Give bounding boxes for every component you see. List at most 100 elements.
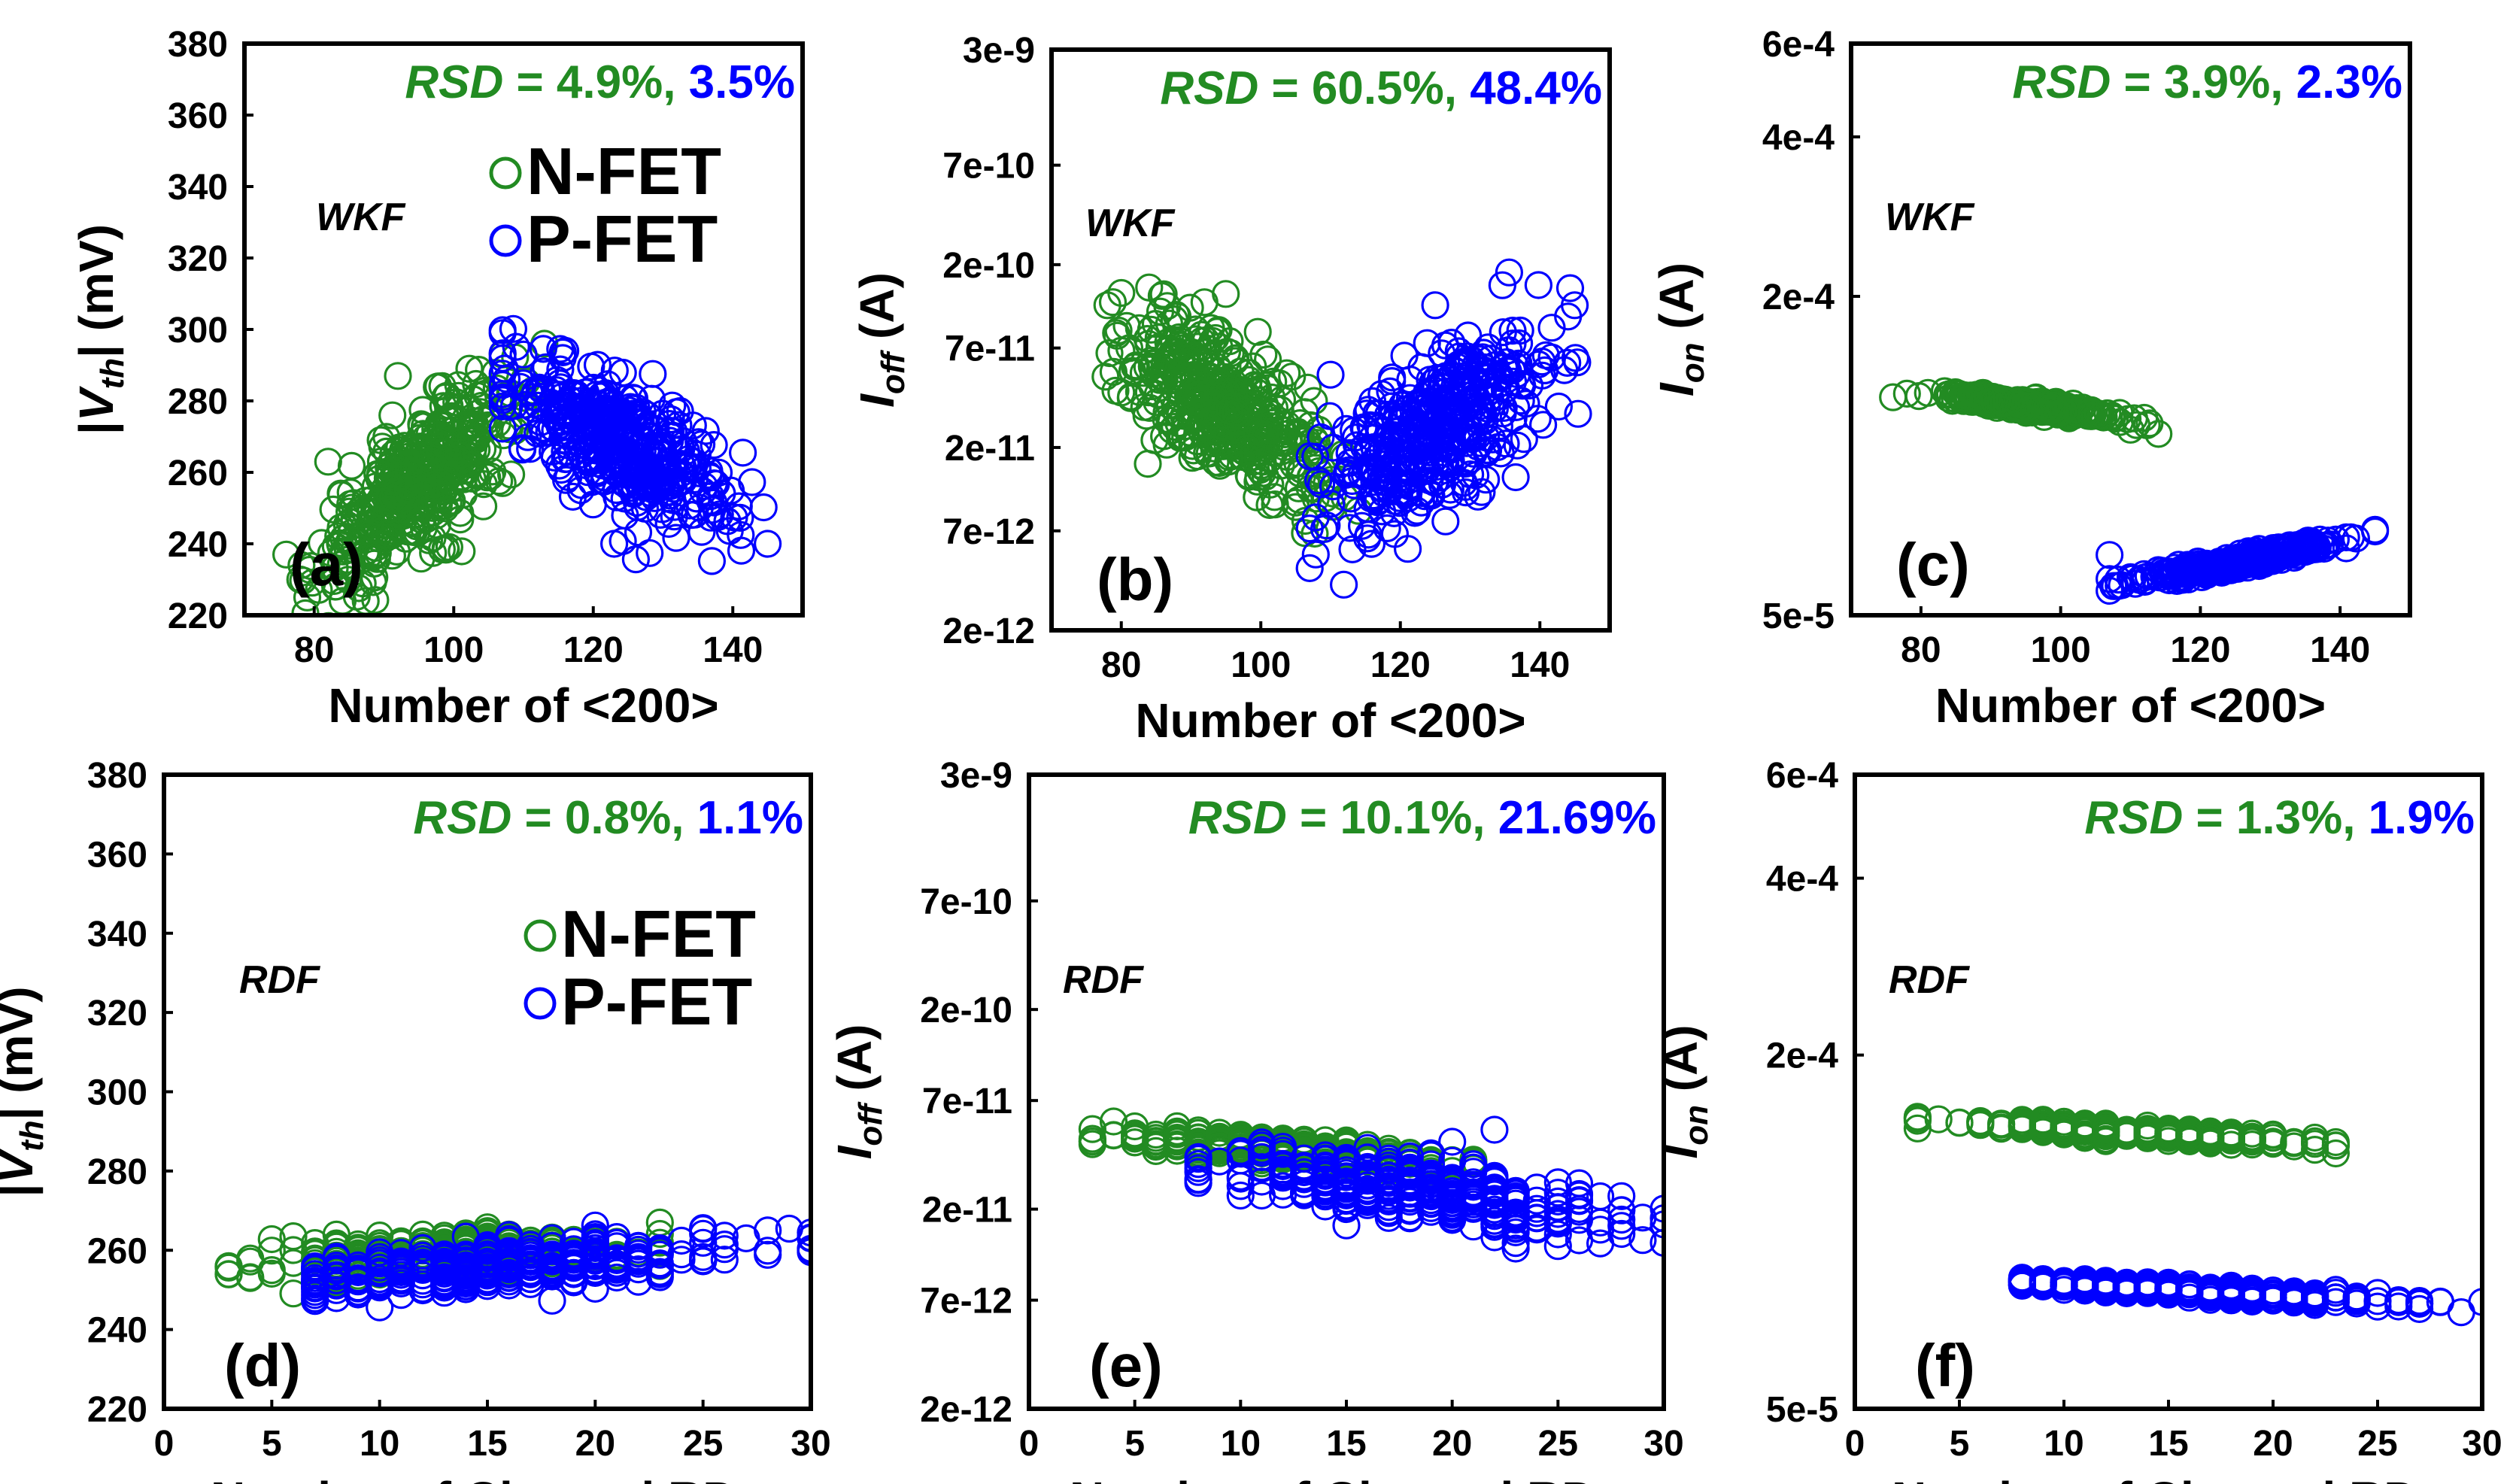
y-tick-label: 300 <box>168 311 228 351</box>
plot-frame <box>1027 772 1666 1411</box>
data-point <box>2029 1108 2057 1137</box>
legend-marker <box>524 919 557 952</box>
data-point <box>1366 417 1395 445</box>
data-point <box>574 458 602 487</box>
data-point <box>623 493 652 521</box>
series-p-fet <box>1184 1115 1664 1263</box>
data-point <box>2321 1131 2350 1160</box>
rsd-annotation: RSD = 0.8%, 1.1% <box>413 792 803 844</box>
data-point <box>344 1267 372 1296</box>
data-point <box>2044 399 2073 428</box>
data-point <box>538 1286 566 1315</box>
data-point <box>2250 550 2278 578</box>
data-point <box>1387 463 1416 492</box>
data-point <box>1354 396 1382 424</box>
legend-label: P-FET <box>561 964 752 1039</box>
data-point <box>516 1250 545 1279</box>
data-point <box>1149 280 1178 308</box>
data-point <box>1251 463 1280 491</box>
x-tick-label: 30 <box>2462 1424 2502 1464</box>
data-point <box>1335 514 1364 542</box>
data-point <box>301 1254 329 1282</box>
series-n-fet <box>1091 273 1373 548</box>
y-tick-label: 220 <box>168 596 228 636</box>
rsd-annotation: RSD = 4.9%, 3.5% <box>405 56 795 108</box>
data-point <box>530 357 558 386</box>
data-point <box>754 1216 782 1245</box>
data-point <box>424 493 453 522</box>
y-tick-label: 6e-4 <box>1766 756 1838 796</box>
data-point <box>2096 541 2124 569</box>
data-point <box>502 332 530 361</box>
data-point <box>1451 478 1480 507</box>
data-point <box>1334 456 1363 484</box>
data-point <box>1332 1162 1361 1191</box>
data-point <box>337 451 366 481</box>
data-point <box>2321 1288 2350 1316</box>
data-point <box>754 1237 782 1265</box>
data-point <box>1421 291 1449 320</box>
data-point <box>2029 1116 2057 1145</box>
data-point <box>1959 383 1988 411</box>
series-p-fet <box>2096 515 2390 605</box>
data-point <box>488 414 517 443</box>
panel-label: (f) <box>1915 1332 1975 1399</box>
data-point <box>257 1225 286 1254</box>
data-point <box>1407 488 1436 517</box>
rsd-annotation: RSD = 60.5%, 48.4% <box>1160 62 1602 114</box>
data-point <box>272 540 301 569</box>
data-point <box>384 362 412 390</box>
data-point <box>1401 391 1429 420</box>
data-point <box>590 466 619 496</box>
x-tick-label: 0 <box>154 1424 175 1464</box>
data-point <box>1473 436 1503 465</box>
data-point <box>1319 472 1348 501</box>
data-point <box>1356 484 1385 513</box>
data-point <box>1133 353 1161 381</box>
y-tick-label: 340 <box>168 168 228 208</box>
series-n-fet <box>1879 377 2173 448</box>
data-point <box>547 455 575 484</box>
data-point <box>2050 1270 2078 1299</box>
data-point <box>710 1230 739 1259</box>
x-tick-label: 20 <box>1432 1424 1472 1464</box>
data-point <box>605 402 634 431</box>
data-point <box>689 1215 718 1243</box>
data-point <box>1413 416 1441 445</box>
data-point <box>301 1260 329 1288</box>
y-tick-label: 4e-4 <box>1766 860 1838 900</box>
y-axis-label: Ion (A) <box>1653 1024 1715 1158</box>
data-point <box>645 1208 674 1237</box>
data-point <box>1459 1179 1488 1207</box>
data-point <box>2154 1276 2183 1305</box>
y-tick-label: 320 <box>87 994 147 1033</box>
data-point <box>366 1270 394 1299</box>
data-point <box>1455 460 1485 489</box>
data-point <box>577 352 605 381</box>
data-point <box>326 550 355 579</box>
data-point <box>473 1231 502 1260</box>
series-p-fet <box>301 1211 811 1322</box>
data-point <box>496 460 526 489</box>
y-axis-label: |Vth| (mV) <box>69 224 131 435</box>
data-point <box>1968 388 1997 417</box>
data-point <box>1437 404 1467 433</box>
data-point <box>1358 423 1387 452</box>
data-points <box>214 1208 811 1322</box>
data-point <box>1099 1107 1128 1136</box>
data-point <box>1178 432 1207 460</box>
data-point <box>624 1267 653 1296</box>
data-point <box>2405 1294 2434 1324</box>
data-point <box>1499 404 1528 432</box>
data-point <box>1438 1197 1467 1226</box>
y-tick-label: 360 <box>87 835 147 875</box>
data-point <box>621 545 651 574</box>
data-point <box>2300 529 2329 557</box>
x-tick-label: 80 <box>294 630 334 670</box>
data-point <box>797 1224 811 1252</box>
data-point <box>2221 550 2250 578</box>
data-point <box>1184 1166 1212 1194</box>
data-point <box>1249 340 1278 369</box>
data-point <box>1347 511 1376 540</box>
data-point <box>1268 1162 1297 1191</box>
